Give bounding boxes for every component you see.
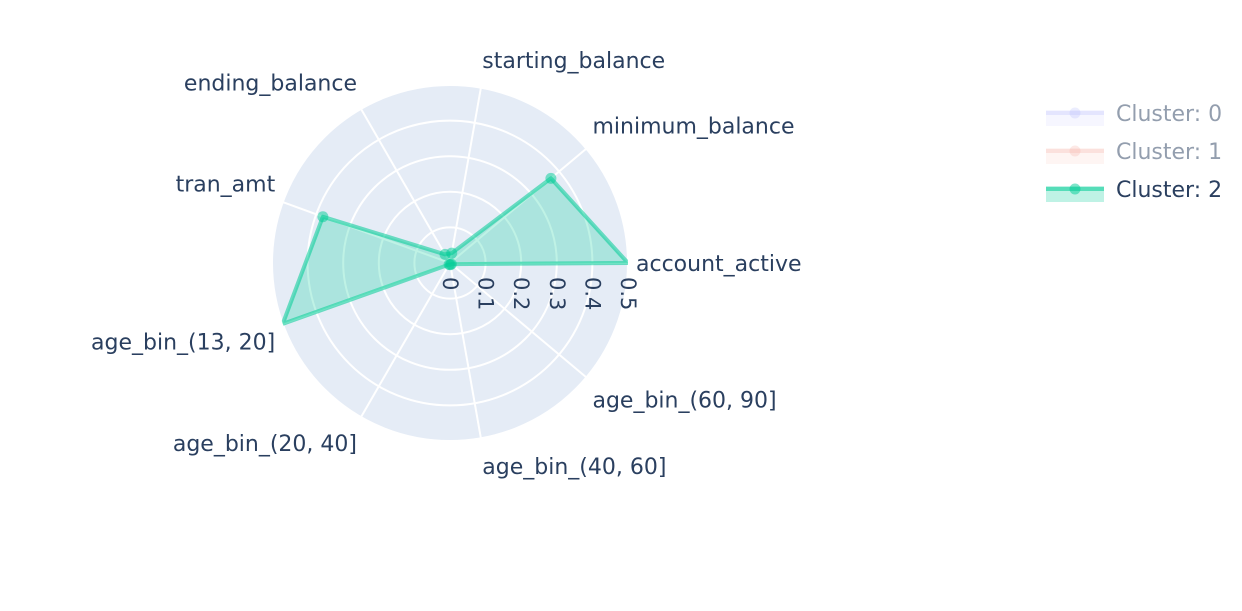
radial-axis-ticks: 0 0.1 0.2 0.3 0.4 0.5 [438,277,640,310]
data-point-2-4 [317,211,329,223]
legend-item-cluster-2[interactable]: Cluster: 2 [1046,178,1222,203]
angular-gridline-1 [449,147,587,264]
data-point-2-1 [545,172,557,184]
legend: Cluster: 0 Cluster: 1 Cluster: 2 [1046,102,1222,203]
radial-tick-5: 0.5 [616,277,640,310]
radial-tick-0: 0 [438,277,462,290]
angular-gridline-6 [360,262,451,418]
legend-marker [1069,183,1081,195]
angular-label-3: ending_balance [184,72,357,97]
legend-marker [1069,145,1081,157]
angular-gridline-4 [282,201,451,264]
legend-label: Cluster: 2 [1116,178,1222,203]
legend-label: Cluster: 0 [1116,102,1222,127]
data-point-2-3 [439,248,451,260]
radial-tick-3: 0.3 [545,277,569,310]
legend-item-cluster-1[interactable]: Cluster: 1 [1046,140,1222,165]
angular-axis-labels: account_active minimum_balance starting_ba… [91,49,801,480]
angular-label-5: age_bin_(13, 20] [91,330,275,355]
legend-fill-swatch [1046,148,1104,164]
legend-fill-swatch [1046,110,1104,126]
angular-gridline-2 [449,87,482,264]
legend-marker [1069,107,1081,119]
angular-gridline-8 [449,262,587,379]
angular-label-0: account_active [636,252,802,277]
angular-label-2: starting_balance [482,49,665,74]
series-cluster-2 [280,172,628,326]
angular-label-1: minimum_balance [592,115,794,140]
data-point-2-8 [445,258,457,270]
legend-item-cluster-0[interactable]: Cluster: 0 [1046,102,1222,127]
radial-tick-4: 0.4 [580,277,604,310]
trace-layer [280,172,628,326]
angular-label-6: age_bin_(20, 40] [173,432,357,457]
angular-gridline-7 [449,262,482,439]
angular-label-7: age_bin_(40, 60] [482,455,666,480]
radial-tick-1: 0.1 [474,277,498,310]
radial-tick-2: 0.2 [509,277,533,310]
angular-label-8: age_bin_(60, 90] [592,389,776,414]
angular-label-4: tran_amt [176,172,276,197]
legend-label: Cluster: 1 [1116,140,1222,165]
angular-gridline-3 [360,108,451,264]
